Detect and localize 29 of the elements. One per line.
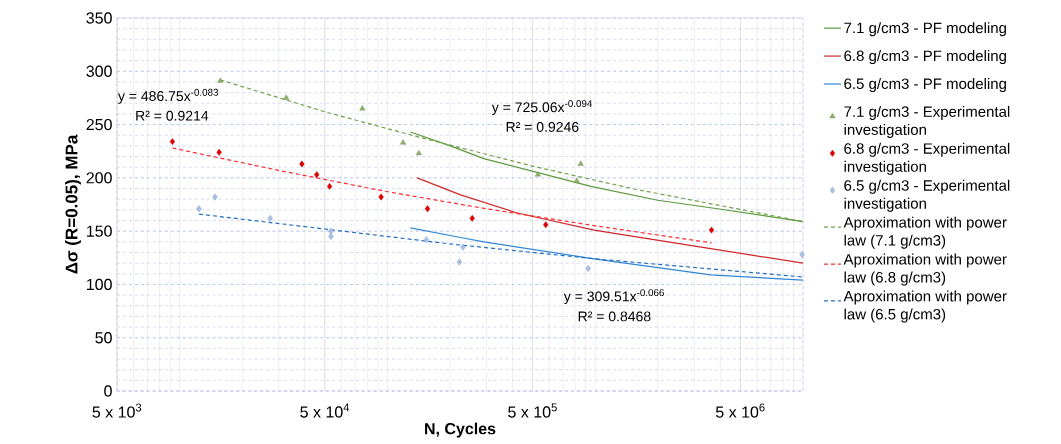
annotation: y = 486.75x$^{-0.083}$ (117, 88, 219, 104)
legend-label: 6.8 g/cm3 - Experimental investigation (844, 142, 1010, 175)
y-tick-label: 150 (87, 225, 112, 237)
annotation: y = 309.51x$^{-0.066}$ (563, 289, 664, 305)
y-tick-label: 50 (95, 332, 112, 344)
legend-label: 6.5 g/cm3 - Experimental investigation (844, 179, 1010, 212)
annotation: R² = 0.9246 (506, 121, 579, 132)
y-tick-label: 200 (86, 172, 112, 184)
x-tick-label: 5 x 10$^{5}$ (508, 403, 557, 418)
legend-label: Aproximation with power law (6.5 g/cm3) (843, 290, 1007, 323)
x-tick-label: 5 x 10$^{6}$ (715, 403, 765, 418)
legend-label: 6.8 g/cm3 - PF modeling (844, 50, 1006, 65)
x-tick-label: 5 x 10$^{4}$ (300, 403, 350, 418)
x-axis-title: N, Cycles (425, 422, 496, 438)
y-tick-label: 350 (86, 12, 112, 24)
x-tick-label: 5 x 10$^{3}$ (92, 403, 142, 418)
y-tick-label: 300 (86, 65, 112, 77)
annotation: R² = 0.9214 (136, 110, 209, 121)
y-axis-title: Δσ (R=0.05), MPa (65, 134, 81, 274)
y-tick-label: 250 (86, 118, 112, 131)
legend-label: Aproximation with power law (7.1 g/cm3) (843, 216, 1007, 249)
y-tick-label: 100 (87, 278, 112, 291)
legend-label: 6.5 g/cm3 - PF modeling (844, 78, 1006, 92)
legend-label: Aproximation with power law (6.8 g/cm3) (843, 253, 1007, 286)
y-tick-label: 0 (104, 385, 112, 397)
annotation: y = 725.06x$^{-0.094}$ (491, 100, 593, 115)
annotation: R² = 0.8468 (578, 311, 651, 322)
legend-label: 7.1 g/cm3 - PF modeling (844, 22, 1006, 37)
legend-label: 7.1 g/cm3 - Experimental investigation (844, 105, 1010, 138)
